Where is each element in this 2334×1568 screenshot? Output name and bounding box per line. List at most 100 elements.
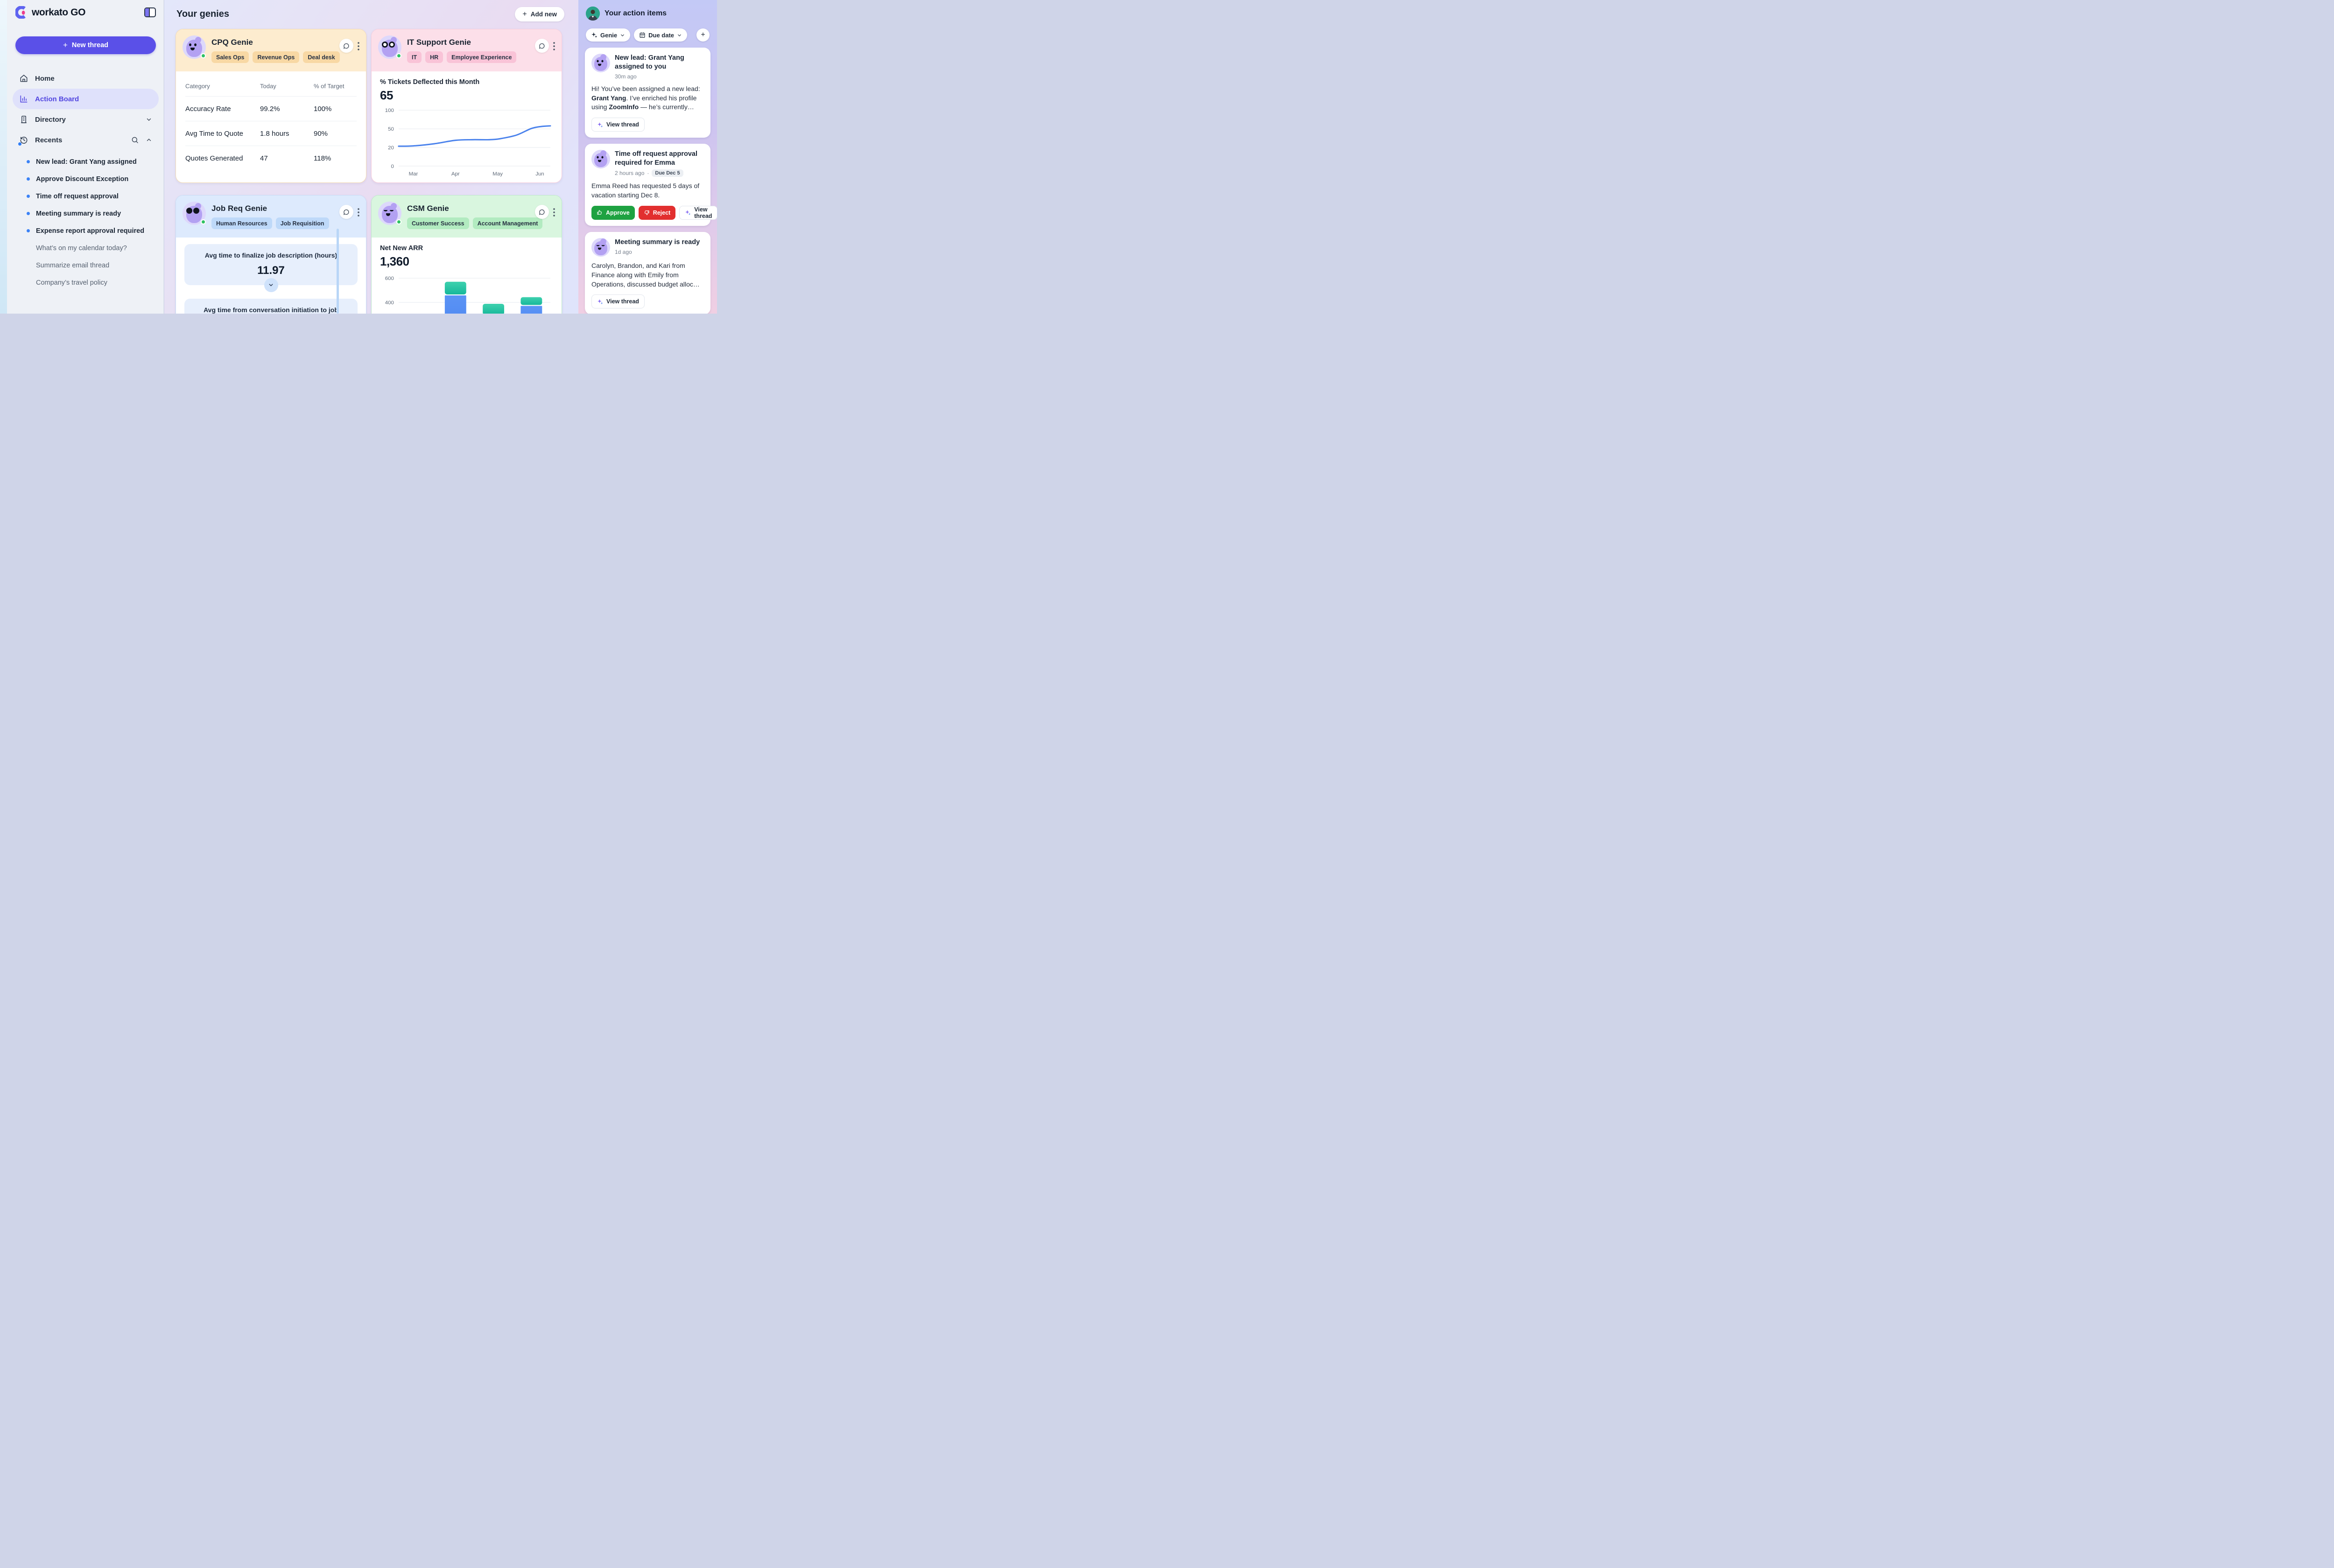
- sidebar-item-action-board[interactable]: Action Board: [13, 89, 159, 109]
- table-header-row: Category Today % of Target: [185, 76, 357, 97]
- tag: Human Resources: [211, 217, 272, 229]
- recent-thread[interactable]: What’s on my calendar today?: [36, 244, 127, 252]
- sparkle-icon: [597, 122, 603, 128]
- expand-chevron-button[interactable]: [264, 278, 278, 292]
- svg-text:400: 400: [385, 300, 394, 306]
- tag: Job Requisition: [275, 217, 329, 229]
- action-item-body: Emma Reed has requested 5 days of vacati…: [591, 182, 700, 199]
- kebab-menu-icon[interactable]: [358, 39, 359, 53]
- genie-card-header: CPQ Genie Sales Ops Revenue Ops Deal des…: [176, 29, 366, 71]
- online-status-dot: [396, 219, 401, 224]
- workato-logo-icon: [15, 6, 28, 19]
- metric-value: 1,360: [380, 254, 409, 268]
- chat-bubble-icon[interactable]: [535, 205, 549, 219]
- main-scrollbar-thumb[interactable]: [337, 229, 339, 314]
- table-row: Avg Time to Quote 1.8 hours 90%: [185, 121, 357, 146]
- unread-dot: [27, 177, 30, 181]
- brand: workato GO: [15, 6, 156, 19]
- tag: Deal desk: [303, 51, 340, 63]
- recent-thread[interactable]: New lead: Grant Yang assigned: [13, 153, 159, 170]
- svg-text:Jun: Jun: [535, 171, 544, 177]
- recent-thread[interactable]: Time off request approval: [13, 188, 159, 205]
- table-row: Accuracy Rate 99.2% 100%: [185, 97, 357, 121]
- tickets-deflected-line-chart: 100 50 20 0 Mar Apr May Jun: [385, 108, 551, 177]
- add-action-item-button[interactable]: +: [696, 28, 710, 42]
- view-thread-button[interactable]: View thread: [679, 205, 717, 220]
- genie-card-it-support: IT Support Genie IT HR Employee Experien…: [371, 29, 562, 183]
- action-item-card: Time off request approval required for E…: [585, 144, 717, 226]
- timestamp: 30m ago: [615, 73, 637, 80]
- user-avatar[interactable]: [586, 7, 600, 21]
- action-item-body: Hi! You’ve been assigned a new lead: Gra…: [591, 84, 700, 111]
- action-item-card: Meeting summary is ready 1d ago Carolyn,…: [585, 231, 710, 314]
- home-icon: [19, 74, 28, 83]
- view-thread-button[interactable]: View thread: [591, 118, 645, 132]
- net-new-arr-bar-chart: 600400200: [385, 276, 551, 314]
- plus-icon: +: [522, 10, 527, 18]
- tag: HR: [425, 51, 443, 63]
- action-items-panel: Your action items Genie Due date: [578, 0, 717, 314]
- recent-thread[interactable]: Company’s travel policy: [36, 279, 107, 287]
- genie-cards-grid: CPQ Genie Sales Ops Revenue Ops Deal des…: [176, 29, 562, 314]
- approve-button[interactable]: Approve: [591, 205, 635, 220]
- sidebar-nav: Home Action Board Directory: [13, 68, 159, 291]
- genie-avatar: [591, 54, 610, 72]
- due-date-filter-dropdown[interactable]: Due date: [634, 28, 688, 42]
- action-panel-title: Your action items: [605, 9, 667, 17]
- chevron-up-icon[interactable]: [146, 137, 152, 143]
- genie-avatar: [183, 202, 206, 225]
- brand-title: workato GO: [32, 7, 86, 18]
- chat-bubble-icon[interactable]: [535, 39, 549, 53]
- online-status-dot: [201, 53, 206, 58]
- genie-tags: IT HR Employee Experience: [407, 51, 535, 63]
- genie-filter-dropdown[interactable]: Genie: [586, 28, 631, 42]
- genie-name: IT Support Genie: [407, 38, 471, 47]
- reject-button[interactable]: Reject: [638, 205, 676, 220]
- svg-text:0: 0: [391, 164, 394, 169]
- svg-text:600: 600: [385, 276, 394, 281]
- sidebar-item-directory[interactable]: Directory: [13, 109, 159, 130]
- sparkle-icon: [685, 210, 691, 216]
- genie-card-header: CSM Genie Customer Success Account Manag…: [372, 196, 562, 238]
- kebab-menu-icon[interactable]: [358, 205, 359, 219]
- recents-list: New lead: Grant Yang assigned Approve Di…: [13, 153, 159, 291]
- kebab-menu-icon[interactable]: [553, 39, 555, 53]
- building-icon: [19, 115, 28, 124]
- kebab-menu-icon[interactable]: [553, 205, 555, 219]
- chevron-down-icon: [620, 33, 625, 38]
- recent-thread[interactable]: Approve Discount Exception: [13, 170, 159, 188]
- recent-thread[interactable]: Summarize email thread: [36, 261, 110, 269]
- tag: Revenue Ops: [253, 51, 300, 63]
- sidebar-collapse-icon[interactable]: [144, 7, 156, 17]
- unread-dot: [27, 229, 30, 232]
- bar-chart-icon: [19, 94, 28, 104]
- new-thread-button[interactable]: + New thread: [15, 36, 156, 54]
- chat-bubble-icon[interactable]: [339, 39, 353, 53]
- unread-dot: [27, 160, 30, 163]
- online-status-dot: [396, 53, 401, 58]
- view-thread-button[interactable]: View thread: [591, 294, 645, 309]
- genie-tags: Human Resources Job Requisition: [211, 217, 339, 229]
- recent-thread[interactable]: Expense report approval required: [13, 222, 159, 239]
- genie-card-header: Job Req Genie Human Resources Job Requis…: [176, 196, 366, 238]
- svg-text:20: 20: [388, 145, 394, 151]
- chat-bubble-icon[interactable]: [339, 205, 353, 219]
- recent-thread[interactable]: Meeting summary is ready: [13, 205, 159, 222]
- add-new-button[interactable]: + Add new: [515, 7, 564, 21]
- sparkle-icon: [591, 32, 598, 38]
- sidebar-item-recents[interactable]: Recents: [13, 130, 159, 150]
- action-item-title: New lead: Grant Yang assigned to you: [615, 54, 684, 70]
- table-row: Quotes Generated 47 118%: [185, 154, 331, 162]
- history-icon: [18, 135, 28, 146]
- online-status-dot: [201, 219, 206, 224]
- tag: Sales Ops: [211, 51, 249, 63]
- search-icon[interactable]: [131, 136, 139, 144]
- tag: Customer Success: [407, 217, 469, 229]
- genie-avatar: [591, 238, 610, 257]
- cpq-metrics-table: Category Today % of Target Accuracy Rate…: [176, 71, 366, 171]
- genie-tags: Customer Success Account Management: [407, 217, 543, 229]
- action-filters: Genie Due date +: [586, 28, 710, 42]
- unread-dot: [27, 212, 30, 215]
- genie-card-header: IT Support Genie IT HR Employee Experien…: [372, 29, 562, 71]
- sidebar-item-home[interactable]: Home: [13, 68, 159, 89]
